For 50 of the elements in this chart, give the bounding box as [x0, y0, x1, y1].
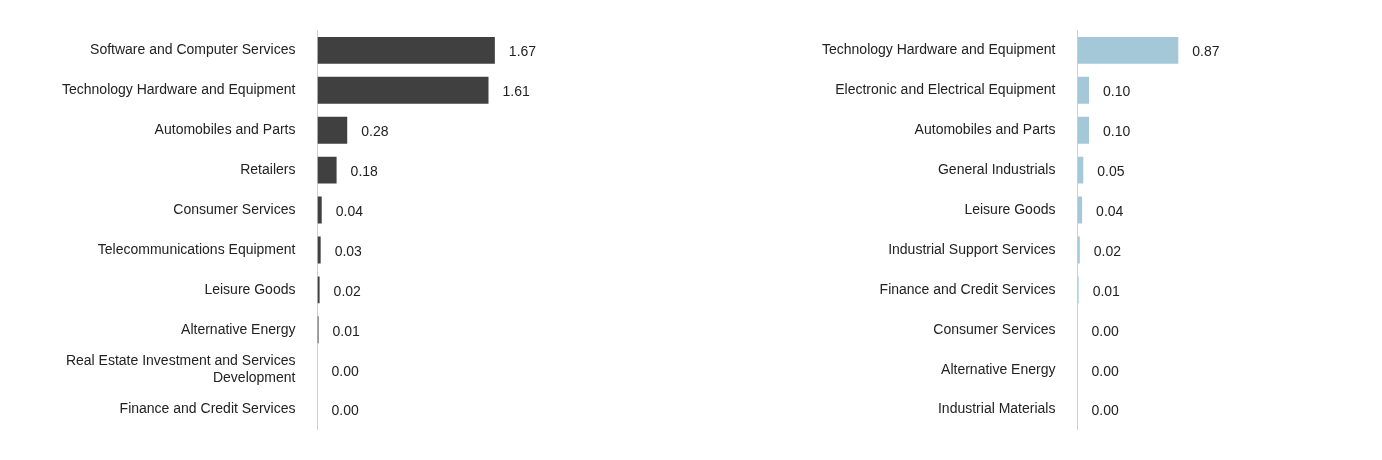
y-tick-label: Telecommunications Equipment: [97, 240, 296, 257]
y-tick-label: Industrial Materials: [937, 400, 1056, 417]
data-label: 0.01: [1092, 282, 1121, 299]
data-label: 0.00: [331, 402, 359, 419]
y-tick-label: Automobiles and Parts: [154, 121, 296, 138]
bar: [317, 36, 495, 64]
data-label: 0.28: [361, 123, 389, 140]
data-label: 0.87: [1192, 43, 1220, 60]
y-tick-label: Consumer Services: [933, 320, 1056, 337]
y-tick-label: Real Estate Investment and Services Development: [65, 352, 296, 385]
y-tick-label: Technology Hardware and Equipment: [61, 81, 296, 98]
bar: [317, 156, 337, 184]
y-tick-label: Alternative Energy: [181, 320, 296, 337]
bar: [317, 196, 322, 224]
data-label: 0.10: [1103, 83, 1131, 100]
y-tick-label: Finance and Credit Services: [119, 400, 296, 417]
y-tick-label: Software and Computer Services: [90, 41, 296, 58]
bar: [1077, 36, 1179, 64]
bar: [317, 236, 321, 264]
y-tick-label: Technology Hardware and Equipment: [821, 41, 1056, 58]
y-tick-label: Leisure Goods: [964, 200, 1056, 217]
data-label: 1.61: [502, 83, 530, 100]
bar: [317, 276, 320, 304]
y-tick-label: Leisure Goods: [204, 280, 296, 297]
data-label: 0.18: [350, 162, 379, 179]
data-label: 0.04: [335, 202, 364, 219]
data-label: 0.02: [1093, 242, 1122, 259]
bar: [317, 76, 489, 104]
y-tick-label: Consumer Services: [173, 200, 296, 217]
y-tick-label: Retailers: [240, 160, 296, 177]
y-tick-label: Finance and Credit Services: [879, 280, 1056, 297]
y-tick-label: Automobiles and Parts: [914, 121, 1056, 138]
bar: [1077, 76, 1090, 104]
data-label: 0.00: [1091, 362, 1119, 379]
data-label: 0.02: [333, 282, 362, 299]
y-tick-label: Alternative Energy: [941, 360, 1056, 377]
data-label: 0.01: [332, 322, 360, 339]
data-label: 0.10: [1103, 123, 1131, 140]
y-tick-label: General Industrials: [937, 160, 1056, 177]
data-label: 0.00: [331, 362, 359, 379]
y-tick-label: Electronic and Electrical Equipment: [835, 81, 1056, 98]
data-label: 1.67: [508, 43, 537, 60]
data-label: 0.05: [1097, 162, 1125, 179]
y-tick-label: Industrial Support Services: [888, 240, 1056, 257]
bar: [317, 116, 348, 144]
bar: [1077, 116, 1090, 144]
data-label: 0.00: [1091, 322, 1119, 339]
data-label: 0.04: [1096, 202, 1124, 219]
data-label: 0.03: [334, 242, 363, 259]
data-label: 0.00: [1091, 402, 1119, 419]
